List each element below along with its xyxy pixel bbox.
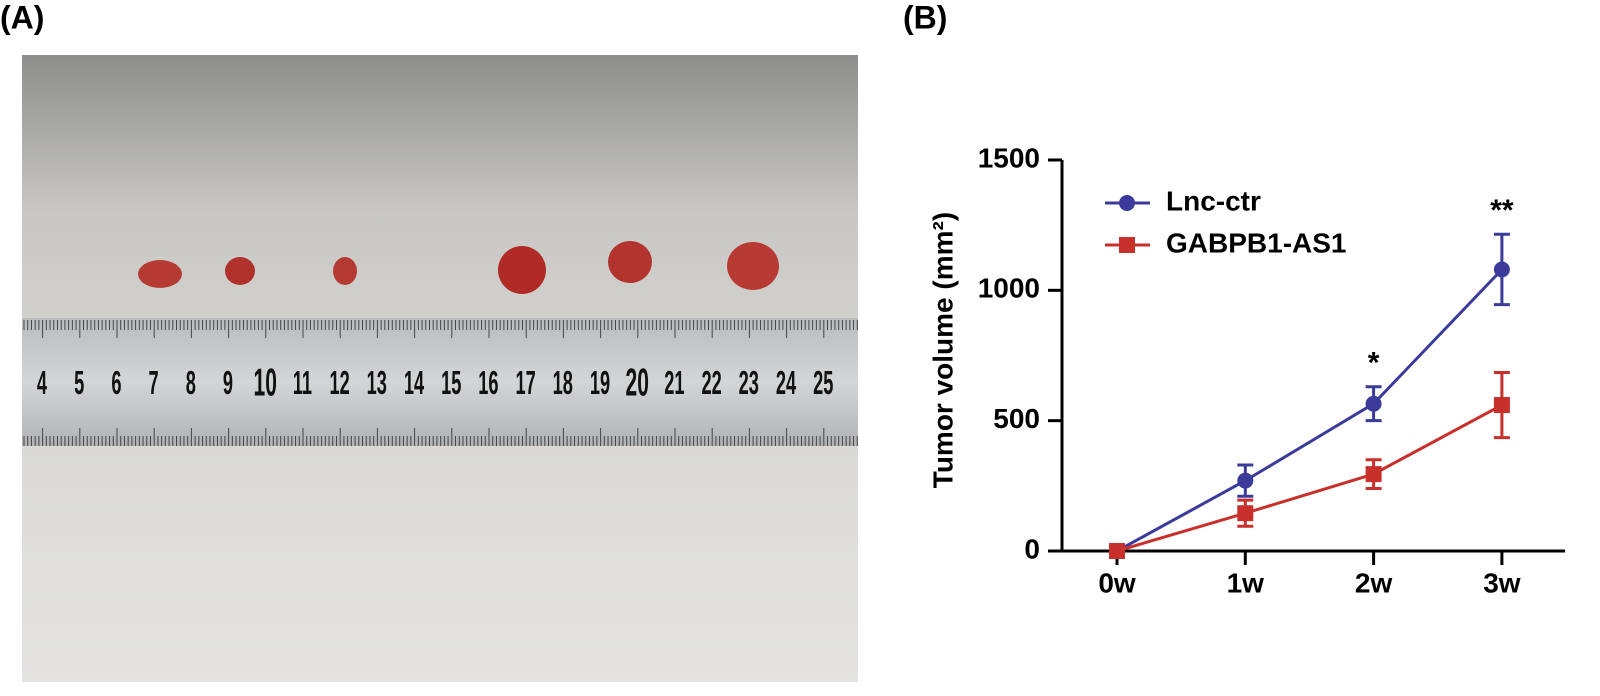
- tumor: [333, 257, 357, 285]
- data-point: [1365, 466, 1382, 483]
- significance: *: [1368, 347, 1380, 380]
- series-line: [1116, 403, 1503, 553]
- ruler-label: 15: [441, 363, 461, 402]
- ruler-label: 24: [776, 363, 796, 402]
- ruler-label: 25: [813, 363, 833, 402]
- ruler: [22, 318, 858, 446]
- data-point: [1237, 505, 1254, 522]
- ruler-label: 16: [478, 363, 498, 402]
- ruler-label: 19: [590, 363, 610, 402]
- ruler-label: 11: [293, 363, 312, 402]
- chart: 0 500 1000 1500 0w 1w 2w 3w Tumor volume (mm²) Ln…: [927, 142, 1565, 598]
- ruler-label: 20: [626, 360, 649, 404]
- tumor: [225, 257, 255, 285]
- ruler-label: 5: [74, 363, 84, 402]
- legend-label: GABPB1-AS1: [1166, 227, 1346, 258]
- ruler-label: 17: [515, 363, 535, 402]
- y-tick-label: 0: [1024, 533, 1040, 564]
- ruler-label: 4: [37, 363, 47, 402]
- legend-marker: [1119, 237, 1135, 253]
- x-tick-label: 0w: [1098, 567, 1136, 598]
- ruler-label: 6: [111, 363, 121, 402]
- data-point: [1493, 397, 1510, 414]
- ruler-label: 21: [664, 363, 684, 402]
- legend-label: Lnc-ctr: [1166, 185, 1261, 216]
- data-point: [1109, 543, 1125, 559]
- ruler-label: 13: [367, 363, 387, 402]
- tumor: [727, 242, 779, 290]
- ruler-label: 9: [223, 363, 233, 402]
- tumor: [138, 260, 182, 288]
- panel-label: (B): [903, 0, 947, 35]
- tumor: [498, 246, 546, 294]
- ruler-label: 18: [553, 363, 573, 402]
- y-tick-label: 1500: [978, 142, 1040, 173]
- ruler-label: 8: [186, 363, 196, 402]
- x-tick-label: 2w: [1355, 567, 1393, 598]
- ruler-label: 22: [701, 363, 721, 402]
- series-line: [1116, 268, 1503, 553]
- significance: **: [1490, 194, 1514, 227]
- ruler-label: 14: [404, 363, 424, 402]
- ruler-label: 10: [254, 360, 277, 404]
- ruler-label: 12: [329, 363, 349, 402]
- ruler-label: 7: [149, 363, 159, 402]
- data-point: [1365, 395, 1382, 412]
- x-tick-label: 1w: [1227, 567, 1265, 598]
- y-tick-label: 1000: [978, 273, 1040, 304]
- data-point: [1493, 261, 1510, 278]
- photo: 4 5 6 7 8 9 10 11 12 13 14 15 16 17 18 19 20 21 22 23 24 25: [22, 55, 858, 682]
- tumor: [608, 241, 652, 283]
- data-point: [1237, 472, 1254, 489]
- panel-label: (A): [0, 0, 44, 35]
- y-axis-label: Tumor volume (mm²): [927, 212, 958, 488]
- x-tick-label: 3w: [1483, 567, 1521, 598]
- ruler-label: 23: [739, 363, 759, 402]
- y-tick-label: 500: [993, 403, 1040, 434]
- legend-marker: [1119, 195, 1135, 211]
